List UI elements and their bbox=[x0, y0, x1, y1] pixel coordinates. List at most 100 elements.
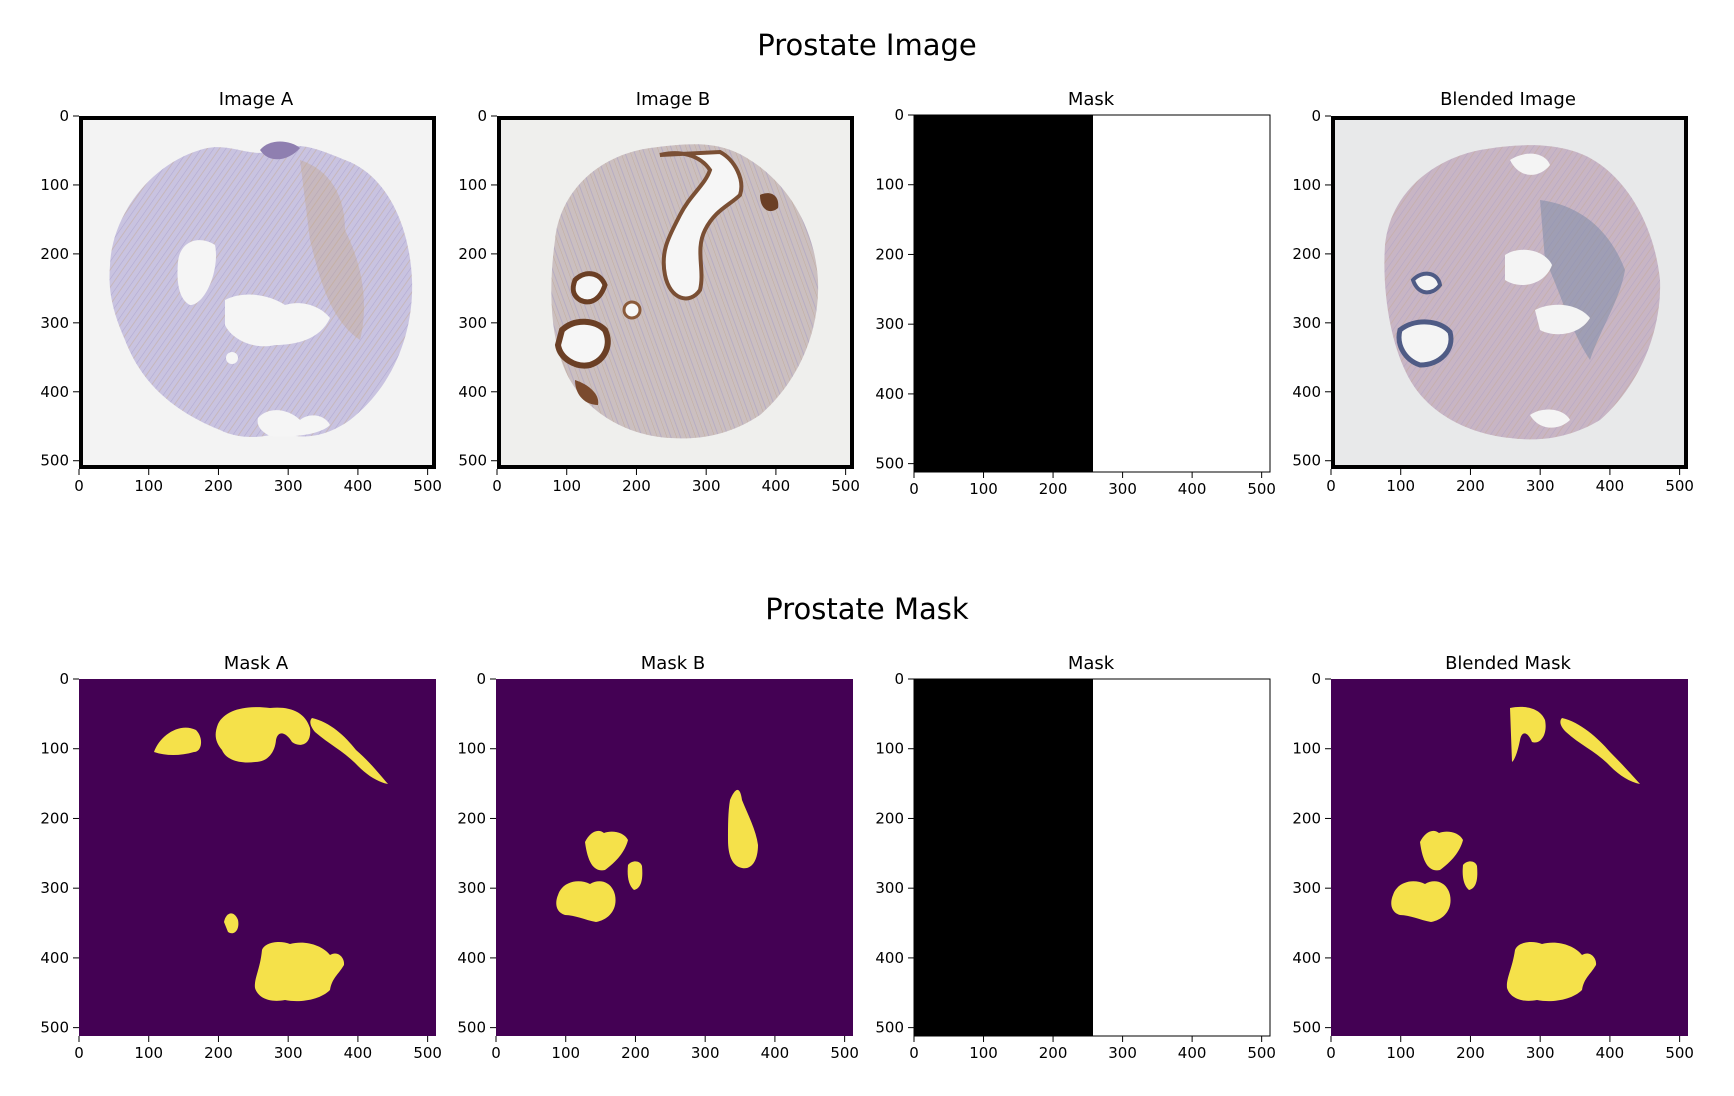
y-tick-label: 500 bbox=[457, 1019, 486, 1037]
blended-mask-blob-4 bbox=[1462, 861, 1478, 890]
y-tick-label: 0 bbox=[1311, 107, 1321, 125]
y-tick-label: 400 bbox=[875, 385, 904, 403]
split-mask-bottom-panel bbox=[913, 678, 1271, 1037]
x-tick-label: 100 bbox=[1386, 477, 1415, 495]
y-tick-label: 200 bbox=[1292, 245, 1321, 263]
mask-a-blob-5 bbox=[254, 942, 345, 1002]
y-tick-label: 100 bbox=[457, 740, 486, 758]
mask-a-panel bbox=[79, 679, 436, 1036]
y-tick-label: 200 bbox=[40, 245, 69, 263]
mask-a-blob-4 bbox=[224, 913, 239, 934]
blended-mask-blob-1 bbox=[1510, 706, 1546, 762]
x-tick-label: 300 bbox=[692, 477, 721, 495]
x-tick-label: 500 bbox=[1665, 477, 1694, 495]
x-tick-label: 100 bbox=[969, 1044, 998, 1062]
x-tick-label: 100 bbox=[134, 1044, 163, 1062]
blended-mask-blob-2 bbox=[1560, 718, 1640, 784]
x-tick-label: 200 bbox=[621, 1044, 650, 1062]
blended-image-panel bbox=[1331, 116, 1688, 469]
x-tick-label: 100 bbox=[1386, 1044, 1415, 1062]
x-tick-label: 500 bbox=[413, 477, 442, 495]
y-tick-label: 0 bbox=[477, 107, 487, 125]
x-tick-label: 500 bbox=[1247, 480, 1276, 498]
x-tick-label: 0 bbox=[492, 477, 502, 495]
x-tick-label: 100 bbox=[969, 480, 998, 498]
y-tick-label: 200 bbox=[457, 809, 486, 827]
y-tick-label: 400 bbox=[458, 383, 487, 401]
x-tick-label: 200 bbox=[622, 477, 651, 495]
image-a-panel bbox=[79, 116, 436, 469]
x-tick-label: 400 bbox=[344, 1044, 373, 1062]
y-tick-label: 500 bbox=[1292, 1019, 1321, 1037]
mask-b-blob-2 bbox=[627, 861, 643, 890]
y-tick-label: 100 bbox=[458, 176, 487, 194]
panel-title-image-b: Image B bbox=[636, 89, 710, 110]
y-tick-label: 200 bbox=[1292, 809, 1321, 827]
y-tick-label: 300 bbox=[875, 879, 904, 897]
y-tick-label: 400 bbox=[1292, 949, 1321, 967]
y-tick-label: 300 bbox=[40, 314, 69, 332]
y-tick-label: 0 bbox=[894, 670, 904, 688]
y-tick-label: 100 bbox=[1292, 740, 1321, 758]
x-tick-label: 0 bbox=[1326, 477, 1336, 495]
x-tick-label: 200 bbox=[204, 477, 233, 495]
y-tick-label: 200 bbox=[40, 809, 69, 827]
x-tick-label: 0 bbox=[74, 1044, 84, 1062]
mask-a-blob-3 bbox=[310, 718, 388, 784]
y-tick-label: 0 bbox=[476, 670, 486, 688]
y-tick-label: 300 bbox=[40, 879, 69, 897]
x-tick-label: 300 bbox=[274, 1044, 303, 1062]
x-tick-label: 200 bbox=[1456, 1044, 1485, 1062]
y-tick-label: 300 bbox=[1292, 879, 1321, 897]
x-tick-label: 300 bbox=[274, 477, 303, 495]
x-tick-label: 200 bbox=[204, 1044, 233, 1062]
x-tick-label: 500 bbox=[413, 1044, 442, 1062]
x-tick-label: 300 bbox=[691, 1044, 720, 1062]
y-tick-label: 0 bbox=[894, 106, 904, 124]
panel-title-mask-a: Mask A bbox=[224, 653, 289, 674]
y-tick-label: 400 bbox=[1292, 383, 1321, 401]
x-tick-label: 500 bbox=[831, 477, 860, 495]
y-tick-label: 100 bbox=[40, 176, 69, 194]
x-tick-label: 500 bbox=[830, 1044, 859, 1062]
y-tick-label: 400 bbox=[875, 949, 904, 967]
y-tick-label: 0 bbox=[59, 107, 69, 125]
y-tick-label: 400 bbox=[40, 949, 69, 967]
blended-mask-blob-5 bbox=[1391, 881, 1451, 922]
x-tick-label: 200 bbox=[1039, 480, 1068, 498]
y-tick-label: 500 bbox=[875, 455, 904, 473]
y-tick-label: 200 bbox=[458, 245, 487, 263]
x-tick-label: 100 bbox=[552, 477, 581, 495]
x-tick-label: 400 bbox=[1178, 1044, 1207, 1062]
y-tick-label: 400 bbox=[457, 949, 486, 967]
axes-layer: 0 100 200 300 400 500 0 100 200 300 400 500 0 100 200 3… bbox=[40, 106, 1694, 1062]
mask-b-panel bbox=[496, 679, 853, 1036]
panel-title-mask-top: Mask bbox=[1068, 89, 1115, 110]
x-tick-label: 400 bbox=[1178, 480, 1207, 498]
x-tick-label: 0 bbox=[1326, 1044, 1336, 1062]
mask-b-blob-1 bbox=[585, 830, 628, 871]
y-tick-label: 500 bbox=[1292, 452, 1321, 470]
mask-a-blob-2 bbox=[215, 707, 311, 763]
y-tick-label: 0 bbox=[59, 670, 69, 688]
x-tick-label: 0 bbox=[909, 1044, 919, 1062]
row-title-image: Prostate Image bbox=[757, 28, 977, 62]
x-tick-label: 200 bbox=[1456, 477, 1485, 495]
x-tick-label: 200 bbox=[1039, 1044, 1068, 1062]
x-tick-label: 400 bbox=[1596, 1044, 1625, 1062]
blended-mask-blob-6 bbox=[1506, 942, 1597, 1002]
x-tick-label: 0 bbox=[909, 480, 919, 498]
x-tick-label: 300 bbox=[1108, 1044, 1137, 1062]
panel-title-blended-mask: Blended Mask bbox=[1445, 653, 1571, 674]
y-tick-label: 300 bbox=[1292, 314, 1321, 332]
y-tick-label: 0 bbox=[1311, 670, 1321, 688]
x-tick-label: 0 bbox=[491, 1044, 501, 1062]
x-tick-label: 400 bbox=[344, 477, 373, 495]
blended-mask-panel bbox=[1331, 679, 1688, 1036]
split-mask-top-panel bbox=[913, 114, 1271, 473]
y-tick-label: 500 bbox=[40, 452, 69, 470]
x-tick-label: 500 bbox=[1247, 1044, 1276, 1062]
mask-b-blob-3 bbox=[556, 881, 616, 922]
y-tick-label: 500 bbox=[458, 452, 487, 470]
